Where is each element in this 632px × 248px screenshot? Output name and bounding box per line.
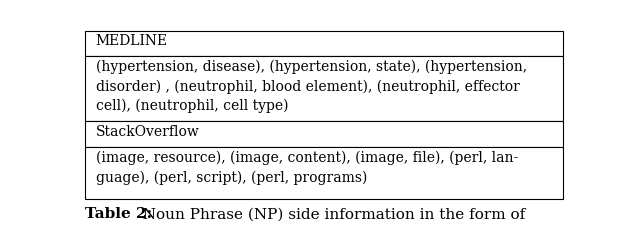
Text: (hypertension, disease), (hypertension, state), (hypertension,
disorder) , (neut: (hypertension, disease), (hypertension, …	[95, 60, 527, 113]
Text: (image, resource), (image, content), (image, file), (perl, lan-
guage), (perl, s: (image, resource), (image, content), (im…	[95, 151, 518, 185]
Bar	[85, 147, 563, 199]
Text: MEDLINE: MEDLINE	[95, 34, 167, 48]
Bar	[85, 57, 563, 122]
Bar	[85, 122, 563, 147]
Bar	[85, 31, 563, 57]
Text: Noun Phrase (NP) side information in the form of: Noun Phrase (NP) side information in the…	[133, 207, 525, 221]
Text: Table 2:: Table 2:	[85, 207, 152, 221]
Text: StackOverflow: StackOverflow	[95, 125, 200, 139]
